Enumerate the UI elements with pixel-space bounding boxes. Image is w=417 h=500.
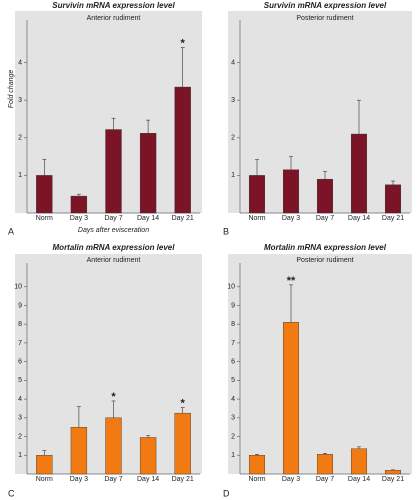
x-tick-label: Day 21 xyxy=(172,215,194,222)
chart-title: Survivin mRNA expression level xyxy=(264,1,387,10)
x-tick-label: Day 3 xyxy=(282,476,300,483)
significance-marker: * xyxy=(181,37,186,49)
x-tick-label: Day 14 xyxy=(348,215,370,222)
panel-label: A xyxy=(8,226,14,236)
chart-subtitle: Posterior rudiment xyxy=(296,257,353,264)
y-tick-label: 9 xyxy=(231,302,235,309)
x-tick-label: Day 3 xyxy=(70,215,88,222)
bar xyxy=(105,417,122,475)
x-tick-label: Norm xyxy=(248,476,265,483)
y-tick-label: 2 xyxy=(231,433,235,440)
x-tick-label: Day 3 xyxy=(70,476,88,483)
y-tick-label: 1 xyxy=(231,172,235,179)
y-tick-label: 10 xyxy=(14,284,22,291)
plot-background xyxy=(228,254,412,474)
bar xyxy=(350,133,368,214)
x-tick-label: Norm xyxy=(36,215,53,222)
bar xyxy=(105,129,122,214)
bar xyxy=(384,184,402,214)
x-tick-label: Day 14 xyxy=(137,476,159,483)
x-tick-label: Day 7 xyxy=(104,476,122,483)
x-tick-label: Day 21 xyxy=(382,215,404,222)
chart-title: Mortalin mRNA expression level xyxy=(264,243,387,252)
chart-subtitle: Posterior rudiment xyxy=(296,15,353,22)
bar xyxy=(70,426,88,475)
bar xyxy=(316,454,334,475)
y-tick-label: 1 xyxy=(18,452,22,459)
y-tick-label: 4 xyxy=(231,59,235,66)
significance-marker: * xyxy=(111,391,116,403)
x-tick-label: Day 7 xyxy=(316,476,334,483)
y-tick-label: 6 xyxy=(18,358,22,365)
y-tick-label: 7 xyxy=(18,340,22,347)
chart-subtitle: Anterior rudiment xyxy=(87,15,141,22)
x-tick-label: Norm xyxy=(36,476,53,483)
y-tick-label: 2 xyxy=(231,135,235,142)
chart-subtitle: Anterior rudiment xyxy=(87,257,141,264)
bar xyxy=(316,178,334,214)
y-tick-label: 10 xyxy=(227,284,235,291)
significance-marker: ** xyxy=(287,275,296,287)
y-tick-label: 5 xyxy=(231,377,235,384)
x-tick-label: Day 14 xyxy=(348,476,370,483)
bar xyxy=(384,470,402,475)
bar xyxy=(70,195,88,214)
y-tick-label: 9 xyxy=(18,302,22,309)
x-tick-label: Day 21 xyxy=(172,476,194,483)
bar xyxy=(139,133,157,214)
significance-marker: * xyxy=(181,397,186,409)
y-tick-label: 3 xyxy=(231,97,235,104)
y-tick-label: 8 xyxy=(231,321,235,328)
panel-label: D xyxy=(223,488,230,498)
y-tick-label: 5 xyxy=(18,377,22,384)
bar xyxy=(248,175,266,214)
chart-title: Mortalin mRNA expression level xyxy=(53,243,176,252)
bar xyxy=(139,437,157,475)
bar xyxy=(282,322,300,475)
bar xyxy=(174,86,191,214)
x-tick-label: Day 14 xyxy=(137,215,159,222)
y-tick-label: 7 xyxy=(231,340,235,347)
x-tick-label: Day 21 xyxy=(382,476,404,483)
y-axis-label: Fold change xyxy=(8,70,15,109)
y-tick-label: 4 xyxy=(18,59,22,66)
y-tick-label: 4 xyxy=(18,396,22,403)
y-tick-label: 2 xyxy=(18,135,22,142)
x-tick-label: Day 3 xyxy=(282,215,300,222)
bar xyxy=(174,412,191,475)
x-tick-label: Day 7 xyxy=(316,215,334,222)
x-axis-label: Days after evisceration xyxy=(78,227,149,234)
y-tick-label: 1 xyxy=(18,172,22,179)
bar xyxy=(36,175,53,214)
y-tick-label: 1 xyxy=(231,452,235,459)
y-tick-label: 3 xyxy=(231,415,235,422)
x-tick-label: Norm xyxy=(248,215,265,222)
bar xyxy=(282,169,300,214)
y-tick-label: 6 xyxy=(231,358,235,365)
bar xyxy=(248,455,266,475)
bar xyxy=(36,455,53,475)
x-tick-label: Day 7 xyxy=(104,215,122,222)
y-tick-label: 3 xyxy=(18,97,22,104)
y-tick-label: 2 xyxy=(18,433,22,440)
y-tick-label: 3 xyxy=(18,415,22,422)
panel-label: C xyxy=(8,488,15,498)
chart-title: Survivin mRNA expression level xyxy=(52,1,175,10)
bar xyxy=(350,448,368,475)
panel-label: B xyxy=(223,226,229,236)
y-tick-label: 4 xyxy=(231,396,235,403)
y-tick-label: 8 xyxy=(18,321,22,328)
